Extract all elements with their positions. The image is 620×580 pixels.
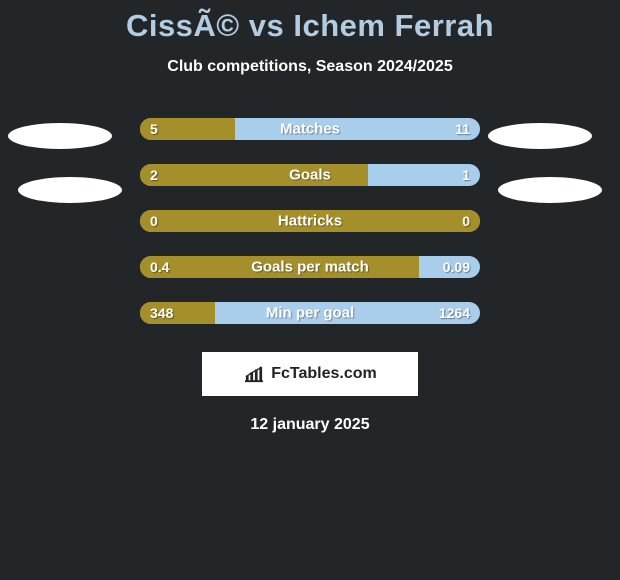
stat-label: Goals per match [251,259,369,276]
stat-value-right: 0.09 [443,259,470,275]
stat-value-left: 348 [150,305,173,321]
page-subtitle: Club competitions, Season 2024/2025 [0,58,620,76]
brand-chart-icon [243,365,265,383]
decorative-ellipse [18,177,122,203]
stat-label: Goals [289,167,331,184]
stat-bar: Goals [140,164,480,186]
stat-value-right: 1264 [439,305,470,321]
stat-bar: Hattricks [140,210,480,232]
page-title: CissÃ© vs Ichem Ferrah [0,0,620,44]
brand-text: FcTables.com [271,365,377,383]
stat-row: Goals per match 0.4 0.09 [0,256,620,278]
stat-value-right: 0 [462,213,470,229]
stat-bar: Min per goal [140,302,480,324]
stat-bar: Matches [140,118,480,140]
date-text: 12 january 2025 [0,416,620,434]
stat-label: Hattricks [278,213,342,230]
decorative-ellipse [498,177,602,203]
stat-label: Matches [280,121,340,138]
stat-value-right: 11 [455,121,470,137]
stat-value-left: 2 [150,167,158,183]
stat-row: Hattricks 0 0 [0,210,620,232]
stat-value-left: 0 [150,213,158,229]
stat-label: Min per goal [266,305,354,322]
decorative-ellipse [488,123,592,149]
stat-value-left: 5 [150,121,158,137]
stat-value-right: 1 [462,167,470,183]
stat-bar: Goals per match [140,256,480,278]
brand-box: FcTables.com [202,352,418,396]
decorative-ellipse [8,123,112,149]
stat-bar-left-fill [140,164,368,186]
stat-value-left: 0.4 [150,259,169,275]
stat-rows: Matches 5 11 Goals 2 1 Hattricks 0 0 Goals per ma… [0,118,620,324]
stat-row: Min per goal 348 1264 [0,302,620,324]
